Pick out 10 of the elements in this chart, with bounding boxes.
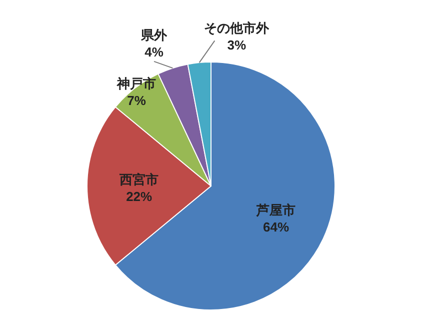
slice-label: その他市外 <box>204 20 270 36</box>
slice-label: 西宮市 <box>118 172 159 187</box>
data-label: 3% <box>227 38 247 53</box>
data-label: 4% <box>144 44 164 60</box>
data-label: 22% <box>126 189 153 204</box>
slice-label: 県外 <box>140 27 168 42</box>
data-label: 7% <box>127 92 146 108</box>
slice-label: 芦屋市 <box>256 202 296 218</box>
slice-label: 神戸市 <box>116 76 156 91</box>
data-label: 64% <box>263 220 290 235</box>
